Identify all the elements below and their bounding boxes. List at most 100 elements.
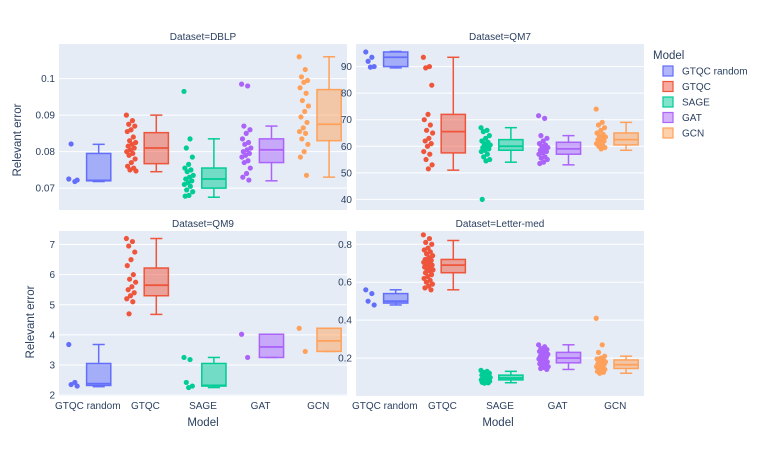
data-point [125, 287, 131, 293]
data-point [595, 349, 602, 355]
box-gtqc-random [363, 49, 409, 70]
y-tick-label: 0.6 [338, 278, 352, 289]
data-point [420, 232, 426, 238]
data-point [425, 111, 431, 117]
data-point [240, 174, 246, 180]
data-point [365, 298, 371, 304]
data-point [302, 130, 309, 136]
box-gtqc [420, 54, 467, 172]
box-gcn [296, 54, 342, 178]
data-point [126, 152, 132, 158]
data-point [478, 125, 484, 131]
box-gcn [593, 106, 639, 152]
x-axis-label-left: Model [187, 417, 218, 429]
data-point [598, 127, 604, 133]
box-gcn [593, 315, 639, 376]
box-sage [478, 125, 524, 202]
box-sage [478, 367, 524, 386]
data-point [428, 141, 434, 147]
data-point [302, 348, 308, 355]
box-gtqc-random [363, 287, 409, 308]
data-point [124, 128, 130, 135]
data-point [423, 65, 429, 71]
legend-label: GAT [682, 113, 702, 124]
data-point [181, 354, 187, 361]
data-point [299, 136, 305, 142]
data-point [68, 381, 74, 388]
x-tick-label: SAGE [189, 401, 217, 412]
data-point [538, 155, 544, 161]
panel-title: Dataset=QM9 [172, 219, 234, 230]
data-point [422, 285, 428, 291]
data-point [245, 354, 251, 361]
data-point [297, 154, 304, 160]
data-point [426, 135, 432, 141]
legend-entry-gtqc: GTQC [662, 80, 711, 93]
data-point [597, 370, 603, 376]
box-gcn [296, 325, 342, 355]
data-point [299, 97, 305, 104]
y-tick-label: 6 [49, 270, 55, 281]
data-point [183, 379, 189, 386]
data-point [538, 365, 544, 372]
data-point [540, 138, 546, 144]
data-point [74, 177, 80, 183]
data-point [544, 135, 550, 141]
legend-swatch [662, 80, 674, 93]
data-point [129, 238, 136, 245]
data-point [598, 146, 604, 152]
data-point [599, 342, 605, 348]
legend: Model GTQC random GTQC SAGE GAT GCN [653, 50, 748, 140]
data-point [126, 276, 133, 282]
data-point [424, 143, 431, 149]
box-gtqc [123, 235, 170, 317]
data-point [429, 82, 435, 88]
data-point [186, 384, 192, 391]
data-point [429, 241, 435, 247]
legend-entry-sage: SAGE [662, 96, 710, 109]
x-tick-label: GCN [307, 401, 329, 412]
data-point [129, 118, 136, 124]
data-point [297, 85, 303, 91]
box-gat [535, 342, 582, 373]
data-point [421, 148, 427, 155]
data-point [538, 133, 544, 139]
y-tick-label: 50 [341, 168, 353, 179]
data-point [239, 154, 245, 160]
data-point [189, 154, 195, 160]
data-point [130, 299, 136, 305]
data-point [542, 115, 548, 121]
data-point [363, 49, 369, 55]
box-gat [238, 81, 285, 183]
data-point [128, 257, 134, 263]
data-point [371, 302, 377, 308]
data-point [304, 119, 310, 126]
box-iqr [258, 333, 285, 359]
data-point [181, 181, 187, 188]
data-point [183, 145, 189, 151]
y-tick-label: 70 [341, 115, 353, 126]
data-point [305, 103, 312, 109]
data-point [238, 331, 245, 337]
data-point [544, 156, 550, 163]
data-point [367, 64, 374, 70]
y-tick-label: 7 [49, 240, 55, 251]
y-tick-label: 5 [49, 300, 55, 311]
data-point [238, 81, 245, 87]
y-tick-label: 3 [49, 360, 55, 371]
y-tick-label: 0.07 [36, 184, 56, 195]
data-point [126, 121, 132, 127]
data-point [301, 79, 307, 85]
y-tick-label: 4 [49, 330, 55, 341]
data-point [246, 177, 252, 183]
box-iqr [201, 167, 227, 189]
data-point [421, 247, 427, 253]
data-point [481, 380, 488, 386]
data-point [593, 106, 599, 112]
legend-label: GCN [682, 129, 704, 140]
data-point [479, 196, 485, 202]
y-tick-label: 0.1 [41, 74, 55, 85]
x-tick-label: GTQC random [352, 401, 418, 412]
data-point [599, 119, 605, 125]
data-point [241, 123, 247, 129]
